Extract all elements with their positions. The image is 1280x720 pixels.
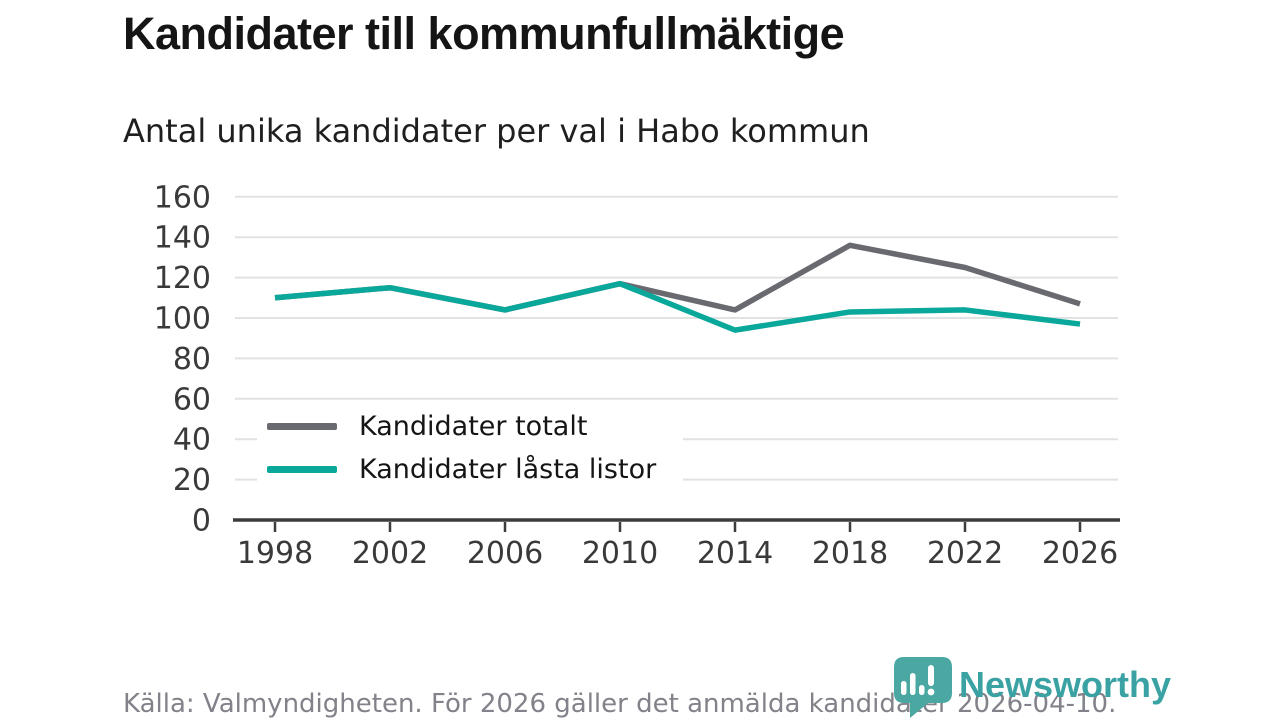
chart-subtitle: Antal unika kandidater per val i Habo ko… xyxy=(123,112,870,150)
y-tick-label: 0 xyxy=(192,504,211,539)
legend-swatch-locked-lists xyxy=(267,465,337,473)
logo-bars-glyph xyxy=(901,665,935,696)
x-tick-label: 1998 xyxy=(237,536,313,571)
chart-legend: Kandidater totalt Kandidater låsta listo… xyxy=(257,400,683,496)
x-tick-label: 2026 xyxy=(1042,536,1118,571)
newsworthy-logo-icon xyxy=(894,657,952,718)
page-title: Kandidater till kommunfullmäktige xyxy=(123,8,845,59)
legend-item-locked-lists: Kandidater låsta listor xyxy=(267,454,683,485)
y-tick-label: 20 xyxy=(173,463,211,498)
x-tick-label: 2022 xyxy=(927,536,1003,571)
newsworthy-logo: Newsworthy xyxy=(894,655,1171,719)
y-tick-label: 60 xyxy=(173,382,211,417)
series-line-locked-lists xyxy=(274,280,1081,333)
x-tick-label: 2002 xyxy=(352,536,428,571)
y-tick-label: 120 xyxy=(154,261,211,296)
y-tick-label: 40 xyxy=(173,423,211,458)
y-tick-label: 100 xyxy=(154,302,211,337)
x-tick-label: 2014 xyxy=(697,536,773,571)
x-tick-label: 2018 xyxy=(812,536,888,571)
legend-swatch-total xyxy=(267,423,337,431)
x-tick-label: 2006 xyxy=(467,536,543,571)
y-tick-label: 140 xyxy=(154,221,211,256)
x-tick-label: 2010 xyxy=(582,536,658,571)
newsworthy-logo-text: Newsworthy xyxy=(959,664,1172,705)
legend-item-total: Kandidater totalt xyxy=(267,411,683,442)
y-tick-label: 80 xyxy=(173,342,211,377)
y-tick-label: 160 xyxy=(154,180,211,215)
legend-label-total: Kandidater totalt xyxy=(359,411,588,443)
legend-label-locked-lists: Kandidater låsta listor xyxy=(359,453,657,485)
